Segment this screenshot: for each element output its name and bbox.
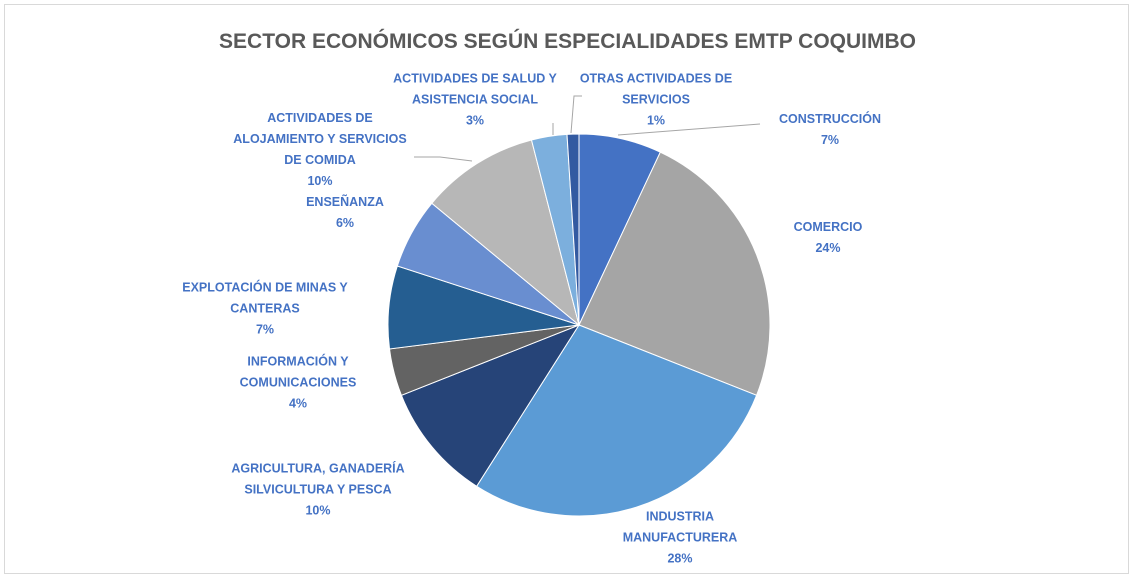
pie-slice [431, 139, 580, 327]
pie-slice [400, 323, 581, 487]
pie-slice [578, 151, 771, 396]
value-label: 7% [820, 133, 840, 147]
pie-slice [566, 133, 580, 326]
value-label: 7% [255, 322, 275, 337]
leader-line [570, 95, 582, 134]
value-label: 10% [307, 174, 333, 188]
category-label: CONSTRUCCIÓN [778, 112, 882, 126]
slice-label: COMERCIO 24% [773, 217, 883, 259]
category-label: ENSEÑANZA [306, 195, 384, 209]
category-label: ACTIVIDADES DE SALUD Y ASISTENCIA SOCIAL [393, 71, 557, 107]
slice-label: CONSTRUCCIÓN 7% [765, 109, 895, 151]
category-label: AGRICULTURA, GANADERÍA SILVICULTURA Y PE… [231, 461, 405, 497]
slice-label: AGRICULTURA, GANADERÍA SILVICULTURA Y PE… [218, 459, 418, 522]
category-label: EXPLOTACIÓN DE MINAS Y CANTERAS [182, 280, 348, 316]
leader-lines [414, 95, 761, 162]
value-label: 6% [335, 216, 355, 230]
chart-title: SECTOR ECONÓMICOS SEGÚN ESPECIALIDADES E… [219, 30, 916, 53]
value-label: 4% [288, 396, 308, 411]
slice-label: OTRAS ACTIVIDADES DE SERVICIOS 1% [576, 69, 736, 132]
category-label: ACTIVIDADES DE ALOJAMIENTO Y SERVICIOS D… [233, 111, 407, 167]
leader-line [617, 123, 761, 136]
category-label: INFORMACIÓN Y COMUNICACIONES [239, 354, 357, 390]
category-label: COMERCIO [793, 220, 863, 234]
category-label: OTRAS ACTIVIDADES DE SERVICIOS [579, 71, 733, 107]
slice-label: ACTIVIDADES DE ALOJAMIENTO Y SERVICIOS D… [225, 108, 415, 192]
value-label: 1% [646, 113, 666, 128]
value-label: 10% [305, 503, 331, 518]
slice-label: EXPLOTACIÓN DE MINAS Y CANTERAS 7% [155, 278, 375, 341]
slice-label: INDUSTRIA MANUFACTURERA 28% [610, 507, 750, 570]
value-label: 28% [667, 551, 693, 566]
value-label: 3% [465, 113, 485, 128]
slice-label: INFORMACIÓN Y COMUNICACIONES 4% [218, 352, 378, 415]
value-label: 24% [815, 241, 841, 255]
slice-label: ENSEÑANZA 6% [285, 192, 405, 234]
leader-line [414, 156, 473, 162]
category-label: INDUSTRIA MANUFACTURERA [622, 509, 738, 545]
pie-slice [475, 324, 758, 517]
slice-label: ACTIVIDADES DE SALUD Y ASISTENCIA SOCIAL… [388, 69, 563, 132]
